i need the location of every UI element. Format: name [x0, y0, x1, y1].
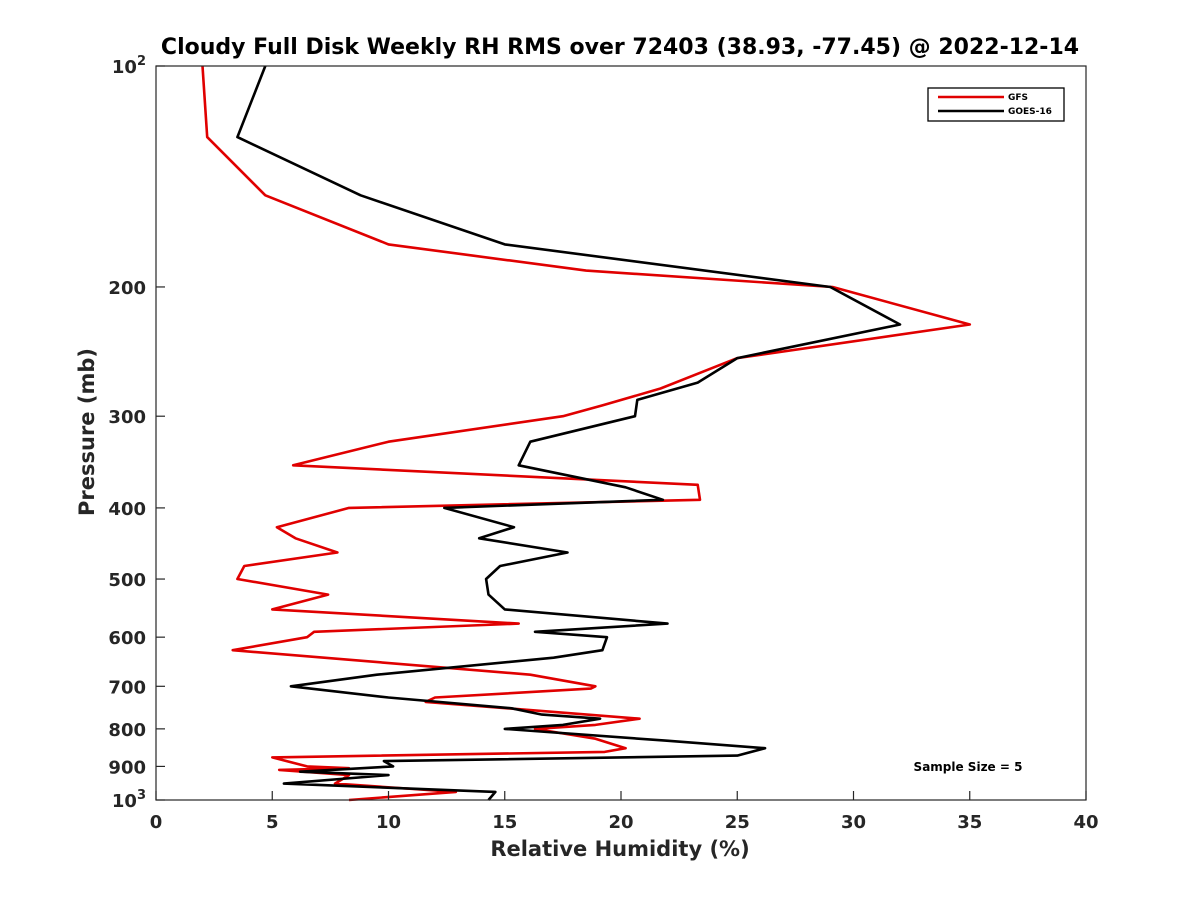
plot-area: 0 5 10 15 20 25 30 35 40 102 200 300 400 500 600 700 80…	[108, 54, 1098, 833]
y-tick-label: 200	[108, 278, 146, 299]
sample-size-annotation: Sample Size = 5	[914, 760, 1023, 774]
y-axis-ticks: 102 200 300 400 500 600 700 800 900 103	[108, 54, 165, 812]
x-axis-label: Relative Humidity (%)	[490, 837, 749, 861]
series-line-gfs	[201, 65, 972, 802]
legend-label-goes16: GOES-16	[1008, 107, 1052, 117]
chart-title: Cloudy Full Disk Weekly RH RMS over 7240…	[161, 35, 1079, 60]
series-line-goes16	[236, 65, 902, 801]
legend-box	[927, 87, 1065, 122]
x-tick-label: 25	[725, 812, 750, 833]
x-axis-ticks: 0 5 10 15 20 25 30 35 40	[150, 791, 1099, 833]
x-tick-label: 5	[266, 812, 279, 833]
series-layer	[201, 65, 972, 802]
x-tick-label: 20	[608, 812, 633, 833]
y-tick-label: 500	[108, 570, 146, 591]
legend: GFS GOES-16	[927, 87, 1065, 122]
y-tick-label: 300	[108, 407, 146, 428]
y-tick-label: 700	[108, 677, 146, 698]
x-tick-label: 40	[1073, 812, 1098, 833]
y-tick-label: 102	[112, 54, 146, 78]
x-tick-label: 10	[376, 812, 401, 833]
y-tick-label: 400	[108, 499, 146, 520]
legend-label-gfs: GFS	[1008, 93, 1028, 103]
y-axis-label: Pressure (mb)	[75, 348, 99, 516]
axes-box	[155, 65, 1087, 801]
y-tick-label: 900	[108, 757, 146, 778]
y-tick-label: 800	[108, 720, 146, 741]
x-tick-label: 30	[841, 812, 866, 833]
y-tick-label: 600	[108, 628, 146, 649]
x-tick-label: 0	[150, 812, 163, 833]
x-tick-label: 35	[957, 812, 982, 833]
y-tick-label: 103	[112, 788, 146, 812]
x-tick-label: 15	[492, 812, 517, 833]
